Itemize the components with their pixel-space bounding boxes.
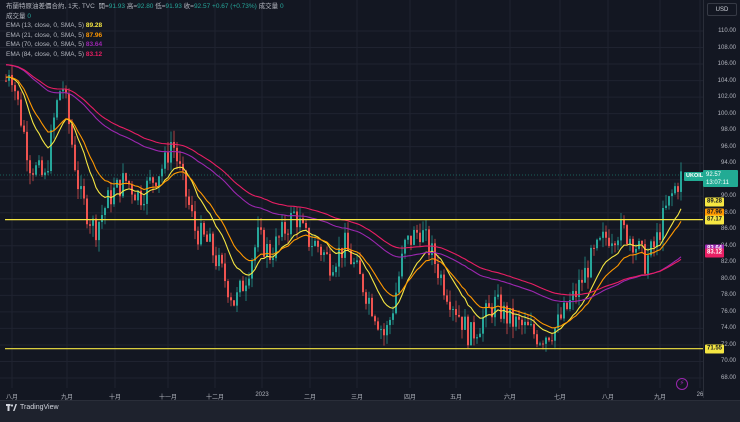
time-tick: 三月	[350, 395, 364, 401]
plot-area[interactable]	[0, 0, 703, 398]
price-tick: 74.00	[720, 325, 736, 332]
price-tag: 87.17	[705, 215, 725, 225]
price-tick: 104.00	[717, 77, 736, 84]
price-tick: 94.00	[720, 160, 736, 167]
time-tick: 26	[696, 392, 704, 398]
time-tick: 八月	[601, 395, 615, 401]
price-tag: 87.96	[705, 208, 725, 218]
price-tag: 83.12	[705, 248, 725, 258]
time-tick: 九月	[60, 395, 74, 401]
time-tick: 十二月	[205, 395, 225, 401]
price-tick: 102.00	[717, 94, 736, 101]
lightning-icon[interactable]: ⚡	[676, 378, 688, 390]
ohlc-close: 收=92.57	[183, 3, 211, 10]
time-tick: 九月	[653, 395, 667, 401]
ema-line	[5, 64, 682, 303]
indicator-ema13[interactable]: EMA (13, close, 0, SMA, 5) 89.28	[6, 22, 103, 30]
time-tick: 2023	[255, 392, 269, 398]
tradingview-icon	[6, 404, 17, 411]
price-tag: 89.28	[705, 197, 725, 207]
price-tick: 78.00	[720, 292, 736, 299]
ema-line	[5, 76, 682, 329]
price-tick: 110.00	[718, 28, 736, 34]
candlestick-chart	[0, 0, 703, 388]
price-tick: 96.00	[720, 143, 736, 150]
bar-countdown: 13:07:11	[706, 180, 729, 186]
ohlc-high: 高=92.80	[126, 3, 154, 10]
header-volume-label: 成交量	[258, 3, 279, 10]
price-tick: 70.00	[720, 358, 736, 365]
volume-row[interactable]: 成交量 0	[6, 12, 31, 20]
price-tick: 86.00	[720, 226, 736, 233]
price-tick: 76.00	[720, 308, 736, 315]
last-price: 92.57	[706, 172, 722, 178]
price-tick: 100.00	[717, 110, 736, 117]
price-tick: 72.00	[720, 341, 736, 348]
symbol-header-row: 布蘭特原油差價合約, 1天, TVC 開=91.93 高=92.80 低=91.…	[6, 2, 284, 12]
ohlc-low: 低=91.93	[155, 3, 182, 10]
price-tick: 106.00	[717, 61, 736, 68]
time-tick: 五月	[449, 395, 463, 401]
price-tick: 82.00	[720, 259, 736, 266]
price-tick: 84.00	[720, 242, 736, 249]
tradingview-logo[interactable]: TradingView	[6, 404, 59, 411]
currency-button[interactable]: USD	[707, 3, 737, 16]
price-tick: 108.00	[717, 44, 736, 51]
price-tick: 90.00	[720, 193, 736, 200]
footer	[0, 400, 740, 422]
indicator-ema84[interactable]: EMA (84, close, 0, SMA, 5) 83.12	[6, 50, 103, 58]
time-tick: 二月	[303, 395, 317, 401]
price-tick: 68.00	[720, 375, 736, 381]
time-tick: 四月	[403, 395, 417, 401]
price-tick: 80.00	[720, 275, 736, 282]
time-tick: 十一月	[158, 395, 178, 401]
symbol-title[interactable]: 布蘭特原油差價合約, 1天, TVC	[6, 3, 95, 10]
ohlc-open: 開=91.93	[98, 3, 126, 10]
chart-legend: 布蘭特原油差價合約, 1天, TVC 開=91.93 高=92.80 低=91.…	[6, 2, 284, 60]
time-tick: 十月	[108, 395, 122, 401]
price-tag: 71.55	[705, 344, 725, 354]
symbol-tag: UKOIL	[684, 172, 706, 181]
time-tick: 六月	[503, 395, 517, 401]
indicator-ema21[interactable]: EMA (21, close, 0, SMA, 5) 87.96	[6, 31, 103, 39]
price-tick: 88.00	[720, 209, 736, 216]
price-change: +0.67 (+0.73%)	[212, 3, 257, 10]
price-tick: 98.00	[720, 127, 736, 134]
time-tick: 七月	[553, 395, 567, 401]
header-volume-value: 0	[279, 3, 284, 10]
time-tick: 八月	[5, 395, 19, 401]
last-price-tag: 92.57 13:07:11	[703, 170, 738, 187]
indicator-ema70[interactable]: EMA (70, close, 0, SMA, 5) 83.64	[6, 41, 103, 49]
